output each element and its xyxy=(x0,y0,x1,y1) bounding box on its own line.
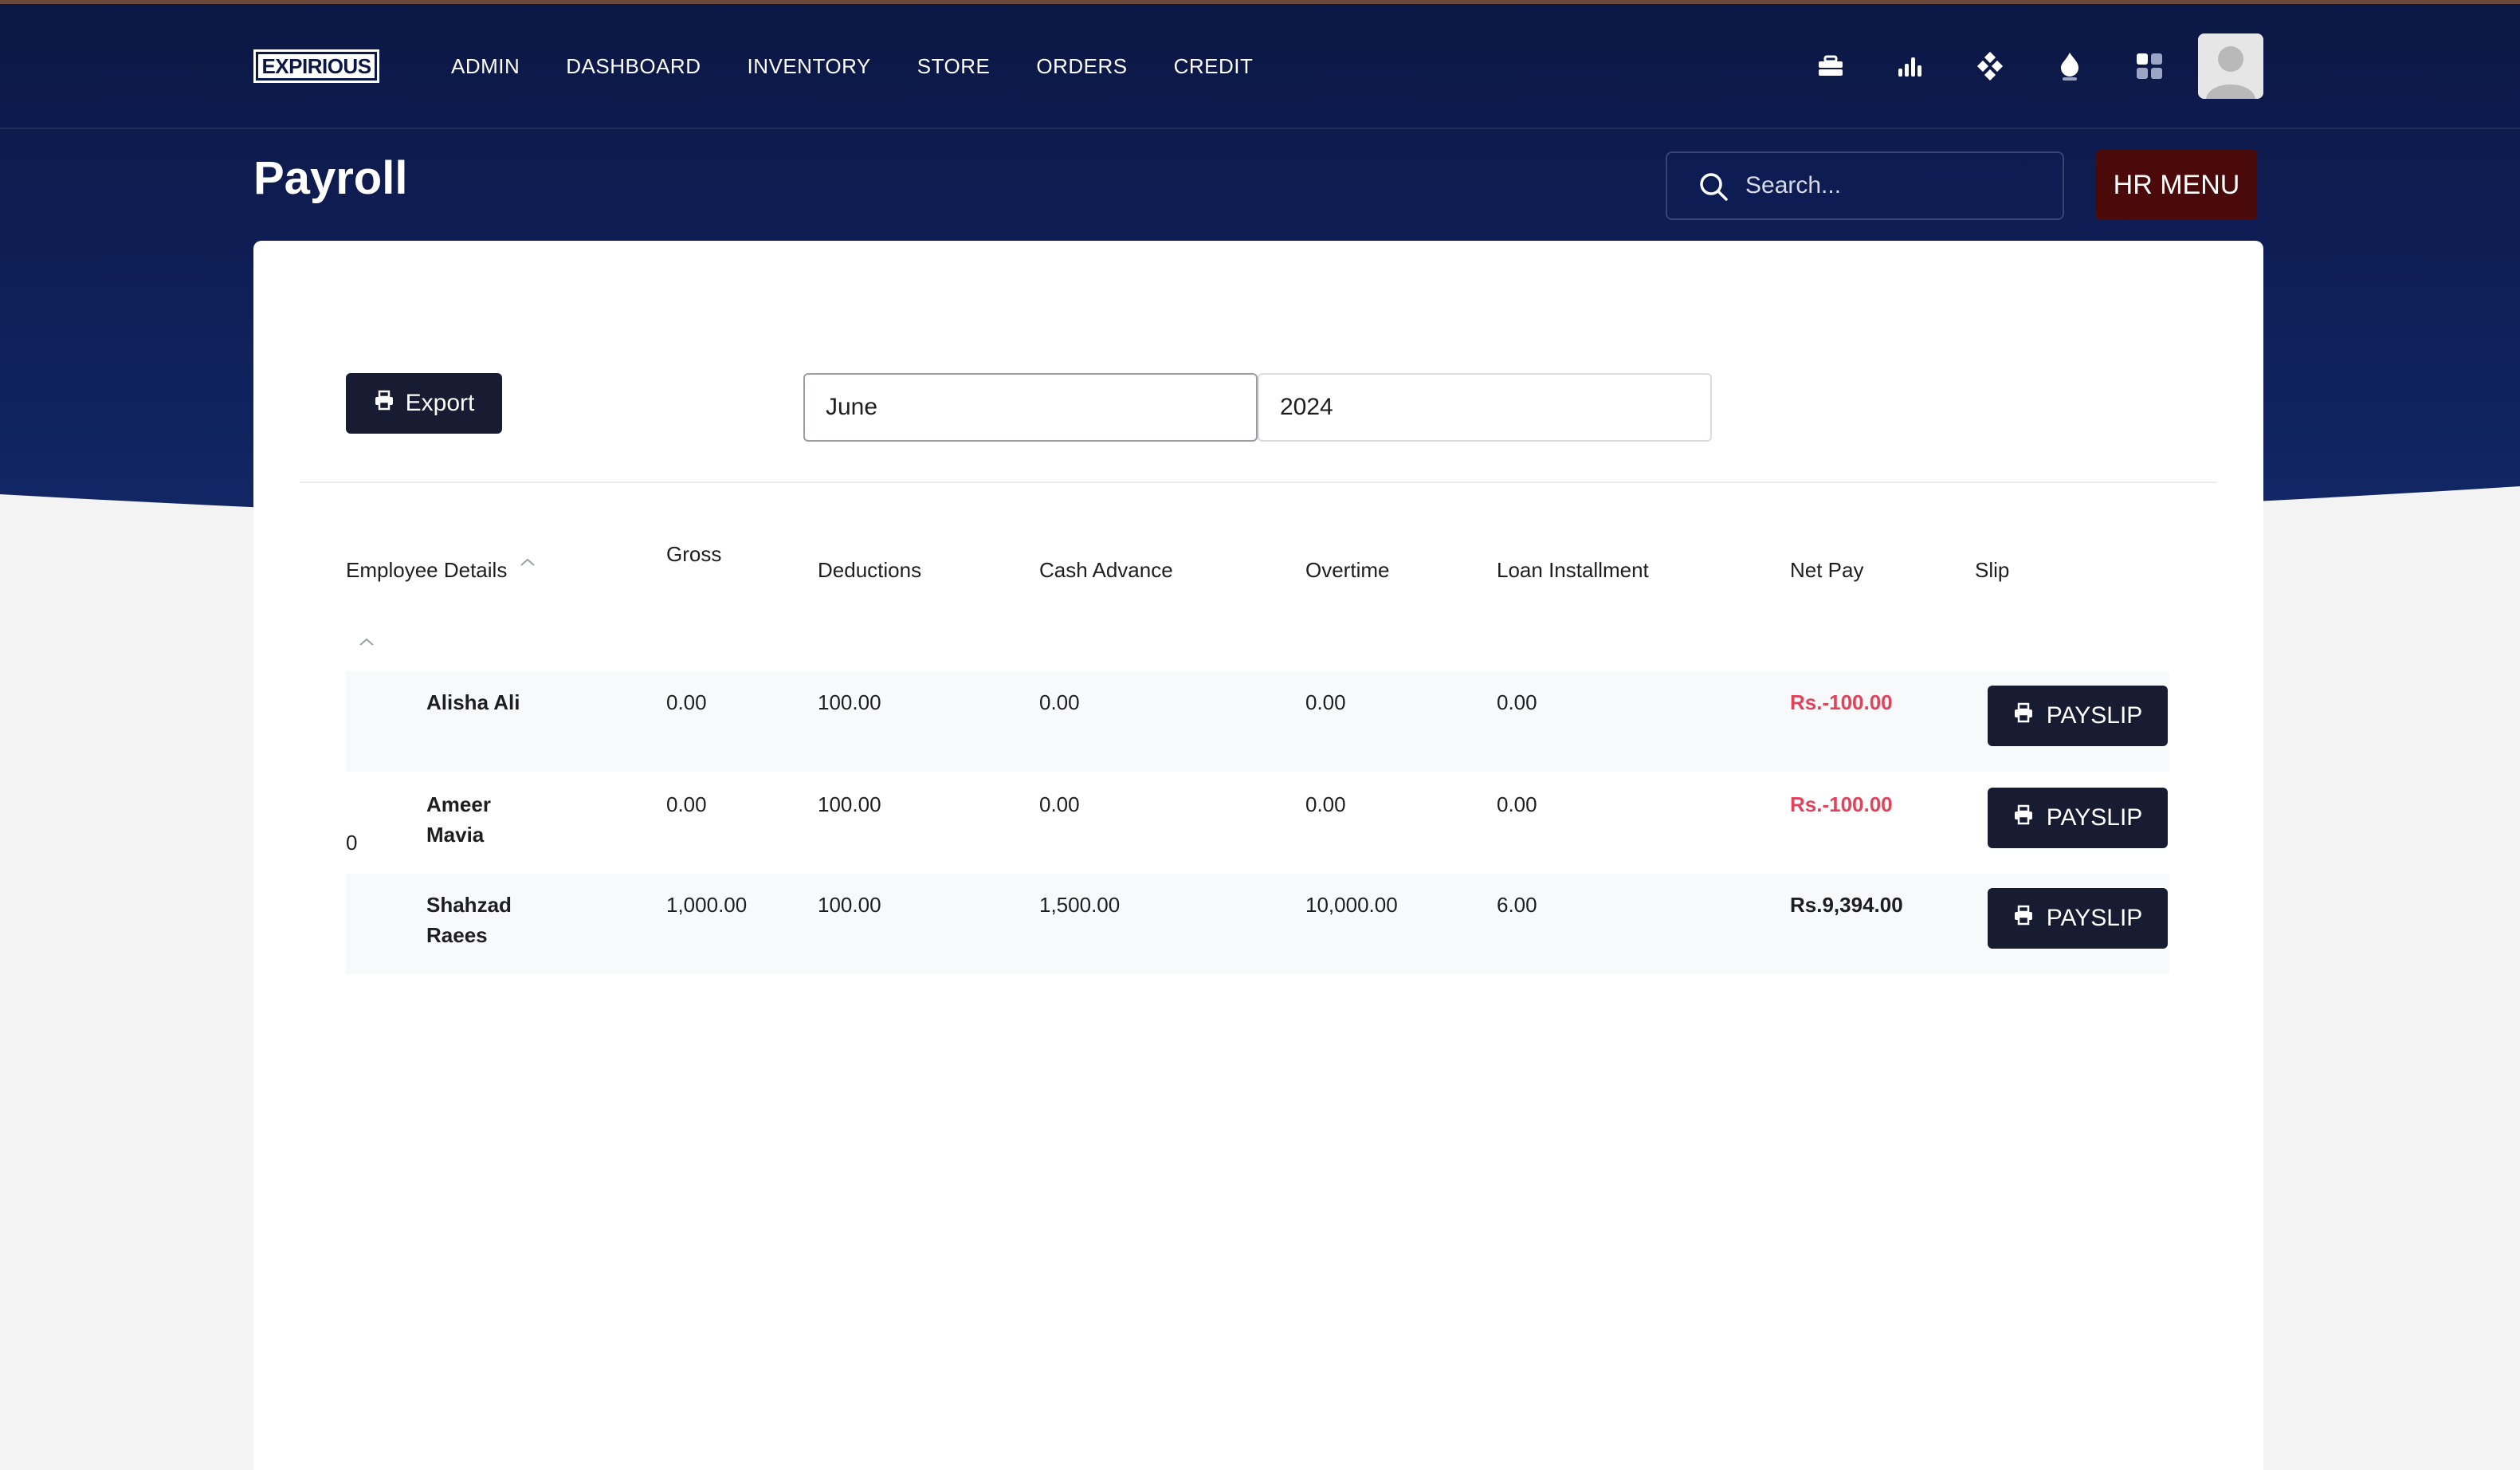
loan-value: 0.00 xyxy=(1497,792,1537,816)
nav-link-admin[interactable]: ADMIN xyxy=(451,54,520,78)
column-header-overtime: Overtime xyxy=(1305,558,1390,582)
nav-link-orders[interactable]: ORDERS xyxy=(1036,54,1128,78)
employee-name: Alisha Ali xyxy=(426,690,520,714)
gross-value: 0.00 xyxy=(666,690,707,714)
loan-value: 6.00 xyxy=(1497,893,1537,917)
overtime-value: 10,000.00 xyxy=(1305,893,1398,917)
loan-value: 0.00 xyxy=(1497,690,1537,714)
cash-advance-value: 0.00 xyxy=(1039,792,1080,816)
net-pay-value: Rs.9,394.00 xyxy=(1790,893,1903,917)
hr-menu-button[interactable]: HR MENU xyxy=(2096,150,2257,220)
year-field[interactable] xyxy=(1258,373,1712,442)
payslip-button[interactable]: PAYSLIP xyxy=(1988,686,2168,746)
top-navbar: EXPIRIOUS ADMIN DASHBOARD INVENTORY STOR… xyxy=(0,0,2520,129)
deductions-value: 100.00 xyxy=(818,690,881,714)
month-field[interactable] xyxy=(803,373,1258,442)
deductions-value: 100.00 xyxy=(818,792,881,816)
printer-icon xyxy=(2013,804,2034,831)
search-icon xyxy=(1698,171,1729,202)
employee-name: Ameer Mavia xyxy=(426,792,491,847)
column-header-deductions: Deductions xyxy=(818,558,922,582)
briefcase-icon[interactable] xyxy=(1815,51,1846,81)
bar-chart-icon[interactable] xyxy=(1895,51,1925,81)
printer-icon xyxy=(374,390,394,417)
flame-icon[interactable] xyxy=(2055,51,2085,81)
payroll-card: Export Employee Details Gross Deductions… xyxy=(253,241,2263,1470)
employee-name: Shahzad Raees xyxy=(426,893,512,947)
payslip-button-label: PAYSLIP xyxy=(2046,702,2143,729)
net-pay-value: Rs.-100.00 xyxy=(1790,690,1893,714)
overtime-value: 0.00 xyxy=(1305,690,1346,714)
main-nav: ADMIN DASHBOARD INVENTORY STORE ORDERS C… xyxy=(451,49,1253,83)
filter-divider xyxy=(300,481,2217,483)
nav-icon-group xyxy=(1815,40,2165,92)
search-box xyxy=(1666,151,2064,220)
payslip-button[interactable]: PAYSLIP xyxy=(1988,788,2168,848)
printer-icon xyxy=(2013,905,2034,932)
column-header-loan: Loan Installment xyxy=(1497,558,1649,582)
payslip-button[interactable]: PAYSLIP xyxy=(1988,888,2168,949)
user-avatar[interactable] xyxy=(2198,33,2263,99)
diamond-grid-icon[interactable] xyxy=(1975,51,2005,81)
brand-logo-text: EXPIRIOUS xyxy=(258,54,375,78)
printer-icon xyxy=(2013,702,2034,729)
export-button-label: Export xyxy=(405,390,475,416)
payslip-button-label: PAYSLIP xyxy=(2046,905,2143,931)
expand-rows-icon[interactable] xyxy=(357,636,376,647)
nav-link-store[interactable]: STORE xyxy=(917,54,991,78)
sort-up-icon[interactable] xyxy=(518,556,537,568)
brand-logo[interactable]: EXPIRIOUS xyxy=(253,49,379,83)
column-header-cash-advance: Cash Advance xyxy=(1039,558,1173,582)
cash-advance-value: 1,500.00 xyxy=(1039,893,1121,917)
deductions-value: 100.00 xyxy=(818,893,881,917)
cash-advance-value: 0.00 xyxy=(1039,690,1080,714)
payslip-button-label: PAYSLIP xyxy=(2046,804,2143,831)
column-header-employee[interactable]: Employee Details xyxy=(346,558,508,582)
row-prefix-value: 0 xyxy=(346,831,358,855)
nav-link-credit[interactable]: CREDIT xyxy=(1173,54,1254,78)
overtime-value: 0.00 xyxy=(1305,792,1346,816)
table-row xyxy=(346,874,2169,974)
page-title: Payroll xyxy=(253,152,408,204)
export-button[interactable]: Export xyxy=(346,373,502,434)
column-header-gross: Gross xyxy=(666,542,722,566)
apps-grid-icon[interactable] xyxy=(2134,51,2165,81)
nav-link-dashboard[interactable]: DASHBOARD xyxy=(566,54,701,78)
gross-value: 1,000.00 xyxy=(666,893,748,917)
table-row xyxy=(346,671,2169,772)
gross-value: 0.00 xyxy=(666,792,707,816)
nav-link-inventory[interactable]: INVENTORY xyxy=(747,54,871,78)
column-header-slip: Slip xyxy=(1975,558,2010,582)
column-header-net-pay: Net Pay xyxy=(1790,558,1864,582)
net-pay-value: Rs.-100.00 xyxy=(1790,792,1893,816)
search-input[interactable] xyxy=(1745,153,2048,218)
